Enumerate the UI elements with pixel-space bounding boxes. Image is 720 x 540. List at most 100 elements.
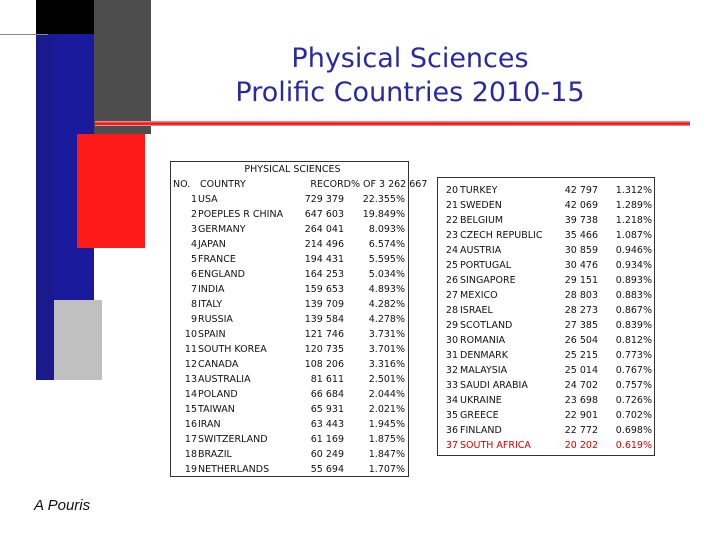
country-cell: ROMANIA — [460, 335, 506, 346]
table-row: 23 CZECH REPUBLIC 35 466 1.087% — [438, 228, 654, 243]
country-cell: FRANCE — [198, 254, 236, 265]
table-row: 36 FINLAND 22 772 0.698% — [438, 423, 654, 438]
rank-cell: 4 — [190, 239, 197, 250]
country-cell: SINGAPORE — [460, 275, 516, 286]
slide-title: Physical Sciences Prolific Countries 201… — [160, 42, 660, 110]
slide-title-line2: Prolific Countries 2010-15 — [235, 77, 585, 108]
records-cell: 28 273 — [564, 305, 598, 316]
records-cell: 61 169 — [310, 434, 344, 445]
decor-gray-lower-block — [54, 300, 102, 380]
country-cell: RUSSIA — [198, 314, 233, 325]
percent-cell: 1.218% — [615, 215, 652, 226]
percent-cell: 5.034% — [368, 269, 405, 280]
table-row: 13 AUSTRALIA 81 611 2.501% — [171, 372, 408, 387]
percent-cell: 1.945% — [368, 419, 405, 430]
table-row: 28 ISRAEL 28 273 0.867% — [438, 303, 654, 318]
country-cell: ISRAEL — [460, 305, 493, 316]
rank-cell: 21 — [445, 200, 458, 211]
table-row: 22 BELGIUM 39 738 1.218% — [438, 213, 654, 228]
rank-cell: 15 — [184, 404, 197, 415]
records-cell: 120 735 — [304, 344, 344, 355]
slide-title-line1: Physical Sciences — [291, 43, 529, 74]
country-cell: FINLAND — [460, 425, 502, 436]
table-row: 12 CANADA 108 206 3.316% — [171, 357, 408, 372]
table-row: 27 MEXICO 28 803 0.883% — [438, 288, 654, 303]
country-cell: INDIA — [198, 284, 225, 295]
percent-cell: 3.316% — [368, 359, 405, 370]
percent-cell: 4.893% — [368, 284, 405, 295]
table-header-row: NO. COUNTRY RECORD % OF 3 262 667 — [171, 177, 427, 192]
decor-rule-left — [0, 34, 48, 35]
records-cell: 55 694 — [310, 464, 344, 475]
records-cell: 26 504 — [564, 335, 598, 346]
country-cell: IRAN — [198, 419, 221, 430]
table-row: 21 SWEDEN 42 069 1.289% — [438, 198, 654, 213]
header-records: RECORD — [310, 179, 351, 190]
table-row: 24 AUSTRIA 30 859 0.946% — [438, 243, 654, 258]
records-cell: 108 206 — [304, 359, 344, 370]
rank-cell: 34 — [445, 395, 458, 406]
rank-cell: 29 — [445, 320, 458, 331]
percent-cell: 1.847% — [368, 449, 405, 460]
table-row: 17 SWITZERLAND 61 169 1.875% — [171, 432, 408, 447]
percent-cell: 0.883% — [615, 290, 652, 301]
table-row: 11 SOUTH KOREA 120 735 3.701% — [171, 342, 408, 357]
author-credit: A Pouris — [34, 497, 91, 514]
country-cell: SOUTH AFRICA — [460, 440, 531, 451]
records-cell: 65 931 — [310, 404, 344, 415]
records-cell: 35 466 — [564, 230, 598, 241]
records-cell: 121 746 — [304, 329, 344, 340]
percent-cell: 1.087% — [615, 230, 652, 241]
table-row: 18 BRAZIL 60 249 1.847% — [171, 447, 408, 462]
rank-cell: 11 — [184, 344, 197, 355]
table-row: 37 SOUTH AFRICA 20 202 0.619% — [438, 438, 654, 453]
rank-cell: 2 — [190, 209, 197, 220]
country-cell: USA — [198, 194, 218, 205]
rank-cell: 33 — [445, 380, 458, 391]
rank-cell: 9 — [190, 314, 197, 325]
percent-cell: 0.867% — [615, 305, 652, 316]
records-cell: 25 215 — [564, 350, 598, 361]
country-cell: AUSTRALIA — [198, 374, 251, 385]
rank-cell: 30 — [445, 335, 458, 346]
records-cell: 39 738 — [564, 215, 598, 226]
percent-cell: 0.698% — [615, 425, 652, 436]
country-cell: SWEDEN — [460, 200, 502, 211]
rank-cell: 12 — [184, 359, 197, 370]
percent-cell: 4.278% — [368, 314, 405, 325]
rank-cell: 26 — [445, 275, 458, 286]
records-cell: 20 202 — [564, 440, 598, 451]
title-underline-rule — [95, 121, 690, 126]
records-cell: 42 069 — [564, 200, 598, 211]
records-cell: 25 014 — [564, 365, 598, 376]
rank-cell: 6 — [190, 269, 197, 280]
records-cell: 214 496 — [304, 239, 344, 250]
percent-cell: 1.707% — [368, 464, 405, 475]
rank-cell: 14 — [184, 389, 197, 400]
percent-cell: 1.289% — [615, 200, 652, 211]
country-cell: BELGIUM — [460, 215, 504, 226]
records-cell: 24 702 — [564, 380, 598, 391]
rank-cell: 20 — [445, 185, 458, 196]
percent-cell: 2.044% — [368, 389, 405, 400]
country-cell: POEPLES R CHINA — [198, 209, 284, 220]
country-cell: TURKEY — [460, 185, 498, 196]
percent-cell: 0.839% — [615, 320, 652, 331]
records-cell: 159 653 — [304, 284, 344, 295]
percent-cell: 0.767% — [615, 365, 652, 376]
table-row: 5 FRANCE 194 431 5.595% — [171, 252, 408, 267]
records-cell: 264 041 — [304, 224, 344, 235]
percent-cell: 5.595% — [368, 254, 405, 265]
country-cell: SWITZERLAND — [198, 434, 268, 445]
table-row: 16 IRAN 63 443 1.945% — [171, 417, 408, 432]
table-row: 15 TAIWAN 65 931 2.021% — [171, 402, 408, 417]
rank-cell: 16 — [184, 419, 197, 430]
country-cell: SAUDI ARABIA — [460, 380, 528, 391]
rank-cell: 18 — [184, 449, 197, 460]
percent-cell: 2.501% — [368, 374, 405, 385]
table-body: 1 USA 729 379 22.355% 2 POEPLES R CHINA 647 60… — [171, 192, 408, 477]
percent-cell: 0.773% — [615, 350, 652, 361]
country-cell: CZECH REPUBLIC — [460, 230, 543, 241]
decor-navy-strip — [36, 34, 54, 380]
rank-cell: 10 — [184, 329, 197, 340]
